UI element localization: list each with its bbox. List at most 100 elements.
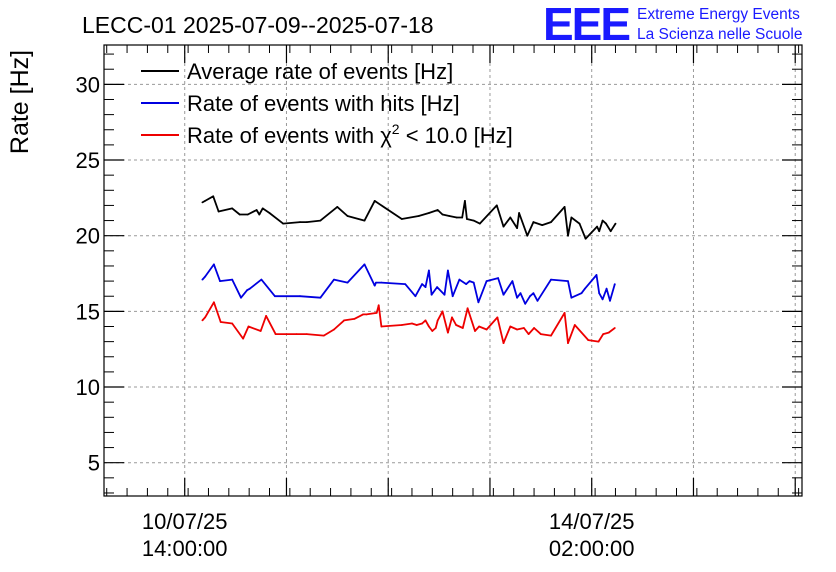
data-point-hits bbox=[204, 275, 207, 278]
data-point-average bbox=[201, 201, 204, 204]
data-point-chi2 bbox=[563, 312, 566, 314]
data-point-hits bbox=[240, 296, 242, 299]
data-point-hits bbox=[299, 295, 301, 298]
data-point-average bbox=[601, 219, 604, 222]
data-point-chi2 bbox=[265, 315, 267, 317]
data-point-average bbox=[526, 234, 529, 237]
data-point-average bbox=[614, 222, 617, 225]
data-point-hits bbox=[430, 293, 433, 296]
data-point-hits bbox=[516, 296, 518, 299]
data-point-chi2 bbox=[242, 337, 245, 340]
data-point-hits bbox=[260, 278, 263, 281]
data-point-hits bbox=[201, 278, 204, 281]
data-point-hits bbox=[595, 274, 598, 276]
data-point-average bbox=[246, 213, 249, 216]
data-point-chi2 bbox=[400, 324, 403, 326]
data-point-chi2 bbox=[539, 333, 542, 335]
chart-title: LECC-01 2025-07-09--2025-07-18 bbox=[82, 12, 434, 38]
eee-logo-line2: La Scienza nelle Scuole bbox=[637, 26, 802, 43]
data-point-average bbox=[584, 237, 587, 240]
data-point-average bbox=[373, 200, 376, 202]
data-point-chi2 bbox=[201, 319, 204, 322]
data-point-chi2 bbox=[424, 319, 427, 322]
data-point-hits bbox=[436, 286, 438, 288]
data-point-chi2 bbox=[602, 333, 605, 335]
data-point-chi2 bbox=[434, 327, 437, 329]
x-tick-label-time-0: 14:00:00 bbox=[142, 536, 228, 561]
data-point-average bbox=[204, 200, 207, 202]
data-point-hits bbox=[421, 283, 423, 285]
y-tick-label-30: 30 bbox=[76, 72, 100, 97]
eee-logo-line1: Extreme Energy Events bbox=[637, 6, 800, 23]
data-point-chi2 bbox=[496, 316, 499, 319]
data-point-average bbox=[563, 206, 566, 208]
data-point-hits bbox=[502, 293, 505, 296]
data-point-hits bbox=[380, 281, 383, 284]
data-point-hits bbox=[524, 302, 527, 305]
y-tick-label-15: 15 bbox=[76, 299, 100, 324]
data-point-hits bbox=[519, 292, 522, 295]
data-point-hits bbox=[373, 284, 376, 287]
data-point-average bbox=[217, 210, 220, 213]
data-point-hits bbox=[404, 283, 407, 285]
legend-chi2-prefix: Rate of events with bbox=[187, 123, 380, 148]
data-point-hits bbox=[485, 280, 488, 282]
x-tick-label-time-1: 02:00:00 bbox=[549, 536, 635, 561]
y-axis-label: Rate [Hz] bbox=[6, 50, 34, 154]
data-point-chi2 bbox=[461, 327, 464, 329]
y-tick-labels: 5 10 15 20 25 30 bbox=[76, 72, 100, 475]
data-point-hits bbox=[511, 280, 514, 282]
data-point-hits bbox=[428, 269, 430, 272]
data-point-hits bbox=[346, 281, 349, 284]
data-point-average bbox=[472, 219, 475, 222]
data-point-hits bbox=[219, 280, 221, 282]
data-point-average bbox=[212, 195, 215, 198]
data-point-average bbox=[518, 212, 520, 214]
data-point-chi2 bbox=[567, 342, 569, 344]
data-point-chi2 bbox=[502, 342, 505, 344]
axis-ticks bbox=[104, 45, 802, 496]
y-tick-label-20: 20 bbox=[76, 224, 100, 249]
data-point-average bbox=[282, 222, 284, 225]
data-point-chi2 bbox=[431, 330, 434, 332]
data-point-hits bbox=[451, 295, 454, 298]
data-point-average bbox=[541, 224, 544, 227]
series-lines bbox=[201, 195, 617, 345]
data-point-hits bbox=[246, 289, 249, 292]
data-point-chi2 bbox=[527, 333, 530, 335]
y-tick-label-25: 25 bbox=[76, 148, 100, 173]
data-point-hits bbox=[570, 296, 573, 299]
data-point-chi2 bbox=[516, 328, 518, 331]
data-point-average bbox=[605, 222, 607, 225]
data-point-average bbox=[261, 207, 264, 210]
data-point-chi2 bbox=[509, 325, 512, 328]
data-point-hits bbox=[213, 263, 215, 266]
data-point-average bbox=[466, 218, 468, 220]
data-point-chi2 bbox=[377, 304, 380, 307]
data-point-chi2 bbox=[213, 301, 215, 304]
data-point-chi2 bbox=[365, 313, 368, 316]
data-point-chi2 bbox=[231, 322, 234, 325]
data-point-chi2 bbox=[259, 330, 262, 332]
data-point-hits bbox=[567, 280, 569, 282]
data-point-hits bbox=[532, 292, 535, 295]
data-point-hits bbox=[231, 278, 234, 281]
data-point-hits bbox=[529, 295, 531, 298]
data-point-chi2 bbox=[466, 307, 469, 310]
data-point-hits bbox=[601, 298, 604, 301]
data-point-hits bbox=[468, 280, 471, 282]
data-point-chi2 bbox=[421, 322, 423, 325]
data-point-chi2 bbox=[597, 340, 600, 343]
data-point-hits bbox=[472, 281, 475, 284]
data-point-hits bbox=[319, 296, 322, 299]
data-point-average bbox=[346, 215, 349, 217]
data-point-average bbox=[502, 225, 505, 228]
data-point-chi2 bbox=[274, 333, 277, 335]
series-line-hits bbox=[201, 263, 616, 305]
data-point-chi2 bbox=[295, 333, 298, 335]
data-point-average bbox=[596, 225, 598, 228]
data-point-chi2 bbox=[441, 310, 444, 313]
data-point-hits bbox=[580, 292, 583, 295]
data-point-hits bbox=[584, 287, 586, 290]
